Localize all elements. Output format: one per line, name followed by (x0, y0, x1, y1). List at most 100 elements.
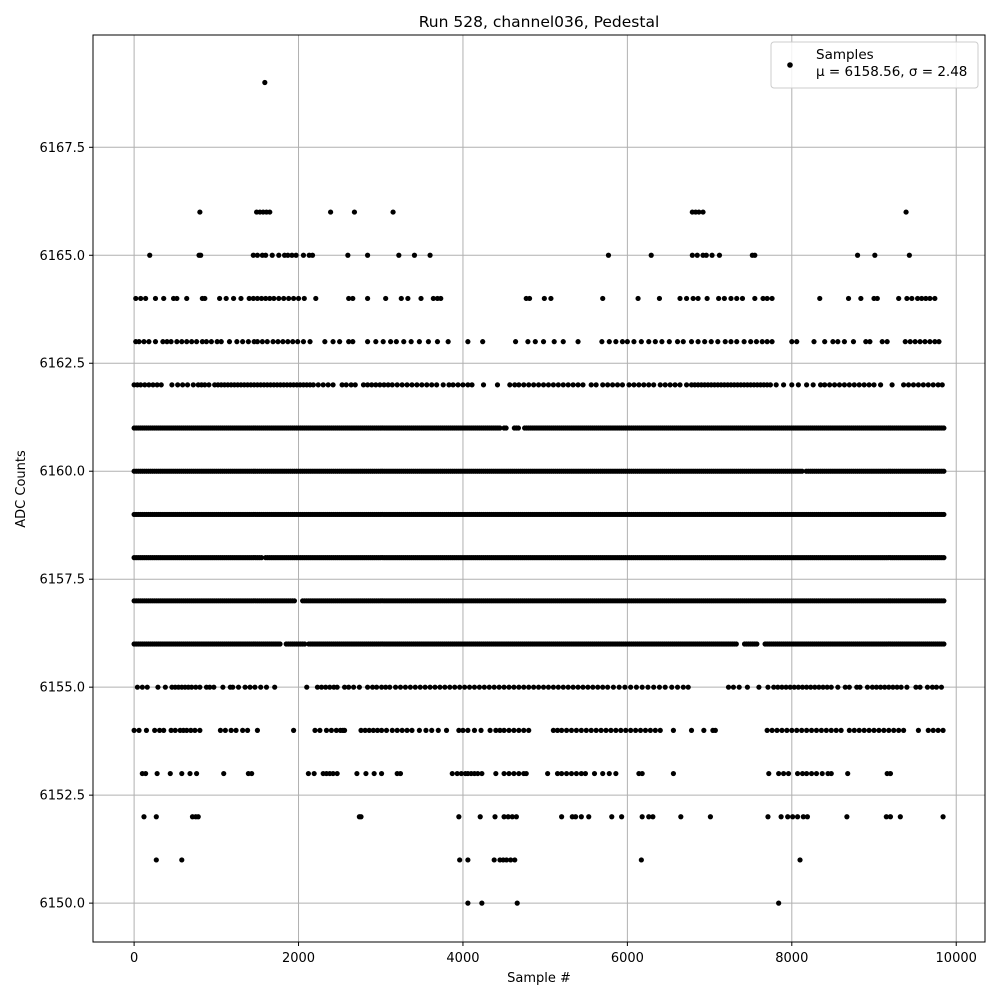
data-point (650, 814, 656, 820)
data-point (496, 684, 502, 690)
data-point (223, 295, 229, 302)
data-point (652, 339, 658, 345)
data-point (380, 339, 386, 345)
data-point (739, 295, 746, 302)
data-point (753, 339, 760, 345)
data-point (619, 382, 626, 388)
data-point (800, 814, 806, 820)
data-point (907, 339, 913, 345)
y-tick-label: 6152.5 (40, 789, 86, 804)
data-point (765, 684, 771, 690)
data-point (639, 814, 645, 820)
data-point (647, 727, 653, 733)
data-point (193, 339, 200, 345)
data-point (153, 814, 159, 820)
data-point (307, 339, 313, 345)
data-point (600, 382, 606, 388)
data-point (438, 295, 444, 302)
data-point (172, 727, 178, 733)
data-point (904, 684, 910, 690)
data-point (295, 295, 302, 302)
x-tick-label: 4000 (446, 951, 479, 966)
data-point (233, 727, 239, 733)
data-point (812, 684, 818, 690)
data-point (512, 339, 519, 345)
data-point (370, 727, 376, 733)
data-point (674, 684, 681, 690)
data-point (330, 770, 336, 777)
data-point (480, 382, 487, 388)
data-point (362, 727, 368, 733)
data-point (479, 900, 485, 906)
data-point (506, 684, 512, 690)
data-point (822, 382, 828, 388)
data-point (514, 900, 520, 906)
data-point (240, 727, 246, 733)
data-point (429, 382, 435, 388)
data-point (700, 209, 706, 215)
data-point (263, 684, 270, 690)
data-point (774, 727, 780, 733)
data-point (906, 252, 912, 258)
data-point (161, 295, 167, 302)
data-point (252, 684, 258, 690)
data-point (670, 727, 677, 733)
data-point (407, 684, 413, 690)
data-point (677, 382, 683, 388)
data-point (138, 295, 144, 302)
data-point (886, 727, 892, 733)
data-point (327, 684, 333, 690)
data-point (783, 684, 789, 690)
data-point (397, 684, 404, 690)
data-point (623, 727, 629, 733)
data-point (449, 770, 455, 777)
data-point (193, 684, 199, 690)
data-point (851, 382, 857, 388)
data-point (263, 295, 269, 302)
data-point (935, 382, 941, 388)
data-point (841, 382, 848, 388)
data-point (941, 598, 947, 604)
data-point (694, 252, 700, 258)
data-point (588, 382, 594, 388)
data-point (138, 382, 144, 388)
data-point (874, 295, 880, 302)
data-point (590, 684, 596, 690)
data-point (465, 382, 471, 388)
data-point (323, 684, 329, 690)
data-point (927, 295, 933, 302)
data-point (555, 382, 561, 388)
data-point (521, 727, 527, 733)
data-point (894, 684, 900, 690)
data-point (909, 295, 915, 302)
data-point (393, 339, 399, 345)
data-point (501, 684, 507, 690)
data-point (141, 814, 147, 820)
data-point (397, 770, 404, 777)
y-tick-label: 6160.0 (40, 465, 86, 480)
data-point (669, 684, 675, 690)
data-point (392, 684, 399, 690)
data-point (418, 295, 424, 302)
data-point (938, 684, 945, 690)
data-point (871, 382, 877, 388)
data-point (254, 295, 261, 302)
data-point (350, 295, 356, 302)
data-point (866, 727, 872, 733)
data-point (334, 684, 340, 690)
data-point (744, 684, 751, 690)
data-point (822, 339, 828, 345)
data-point (688, 727, 695, 733)
data-point (390, 209, 396, 215)
data-point (458, 770, 464, 777)
data-point (797, 857, 803, 863)
data-point (917, 339, 923, 345)
data-point (728, 295, 734, 302)
data-point (346, 295, 352, 302)
data-point (478, 727, 484, 733)
data-point (827, 382, 833, 388)
data-point (348, 382, 354, 388)
data-point (730, 684, 737, 690)
data-point (235, 684, 242, 690)
data-point (450, 382, 456, 388)
